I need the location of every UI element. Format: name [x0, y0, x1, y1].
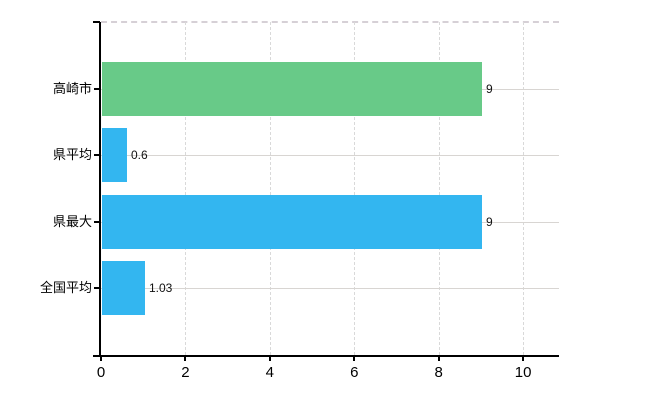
x-tick-label: 2	[181, 364, 190, 381]
x-axis-tick	[100, 355, 102, 361]
category-label: 県最大	[52, 214, 92, 229]
x-axis-tick	[353, 355, 356, 361]
y-axis-tick	[94, 221, 101, 223]
category-label: 県平均	[52, 147, 92, 162]
value-label: 9	[486, 82, 493, 96]
x-axis-tick	[268, 355, 271, 361]
vertical-gridline	[438, 22, 440, 355]
vertical-gridline	[185, 22, 187, 355]
y-axis-tick	[94, 287, 101, 289]
value-label: 1.03	[149, 281, 173, 295]
x-tick-label: 6	[350, 364, 359, 381]
vertical-gridline	[354, 22, 356, 355]
vertical-gridline	[523, 22, 525, 355]
y-axis-top-outer-tick	[93, 21, 100, 23]
x-axis-tick	[522, 355, 525, 361]
y-axis-tick	[94, 154, 101, 156]
vertical-gridline	[269, 22, 271, 355]
x-axis-line	[93, 355, 559, 357]
category-label: 全国平均	[39, 280, 92, 295]
bar[interactable]	[102, 261, 145, 315]
bar[interactable]	[102, 195, 482, 249]
x-tick-label: 10	[514, 364, 532, 381]
value-label: 9	[486, 215, 493, 229]
y-axis-tick	[94, 88, 101, 90]
horizontal-gridline	[101, 155, 559, 156]
y-axis-line	[99, 22, 101, 355]
x-tick-label: 4	[265, 364, 275, 381]
plot-top-border	[101, 21, 559, 23]
category-label: 高崎市	[52, 81, 92, 96]
x-axis-tick	[184, 355, 187, 361]
bar[interactable]	[102, 62, 482, 116]
bar[interactable]	[102, 128, 127, 182]
x-tick-label: 0	[96, 364, 106, 381]
x-tick-label: 8	[434, 364, 443, 381]
horizontal-gridline	[101, 288, 559, 289]
value-label: 0.6	[131, 148, 148, 162]
x-axis-tick	[437, 355, 440, 361]
